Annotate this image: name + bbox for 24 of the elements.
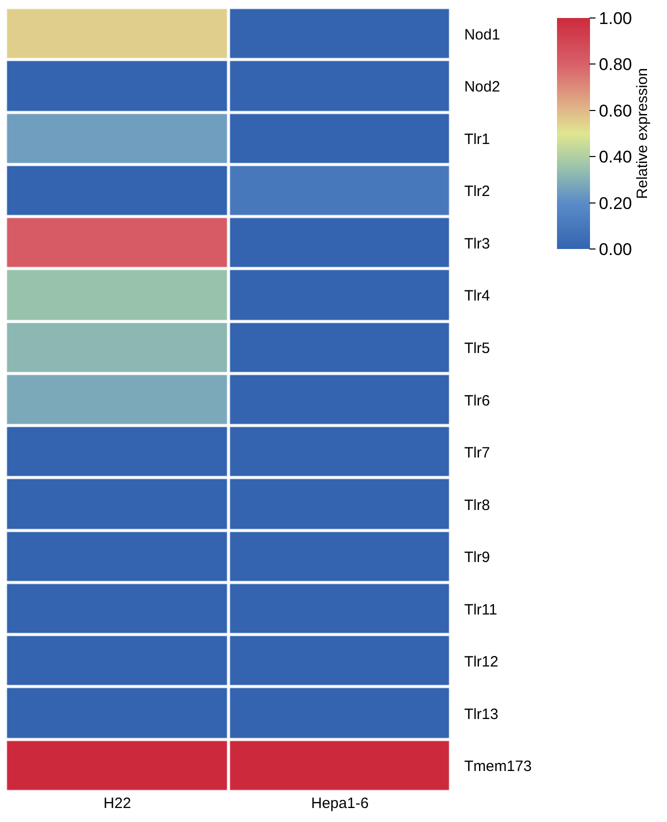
color-bar-title: Relative expression — [634, 68, 651, 199]
y-tick-label: Tlr12 — [464, 654, 498, 671]
color-bar-label: 0.20 — [598, 194, 632, 213]
y-tick-label: Tlr11 — [464, 601, 498, 618]
x-tick-label: H22 — [104, 795, 132, 812]
y-tick-label: Tlr2 — [464, 183, 490, 200]
color-bar-label: 0.60 — [598, 101, 632, 120]
y-tick-label: Tlr7 — [464, 444, 490, 462]
x-tick-label: Hepa1-6 — [311, 795, 369, 812]
color-bar-label: 1.00 — [598, 8, 632, 28]
y-tick-label: Nod2 — [464, 78, 500, 96]
y-tick-label: Nod1 — [464, 26, 500, 44]
y-tick-label: Tmem173 — [464, 758, 532, 776]
color-bar-label: 0.80 — [598, 55, 632, 74]
color-bar-label: 0.00 — [598, 240, 632, 259]
y-tick-label: Tlr6 — [464, 392, 490, 410]
y-tick-label: Tlr8 — [464, 496, 490, 514]
color-bar-label: 0.40 — [598, 148, 632, 167]
y-tick-label: Tlr9 — [464, 549, 490, 566]
y-tick-label: Tlr3 — [464, 235, 490, 252]
y-tick-label: Tlr4 — [464, 288, 490, 305]
y-tick-label: Tlr5 — [464, 340, 490, 357]
y-tick-label: Tlr13 — [464, 706, 498, 723]
y-tick-label: Tlr1 — [464, 130, 490, 148]
